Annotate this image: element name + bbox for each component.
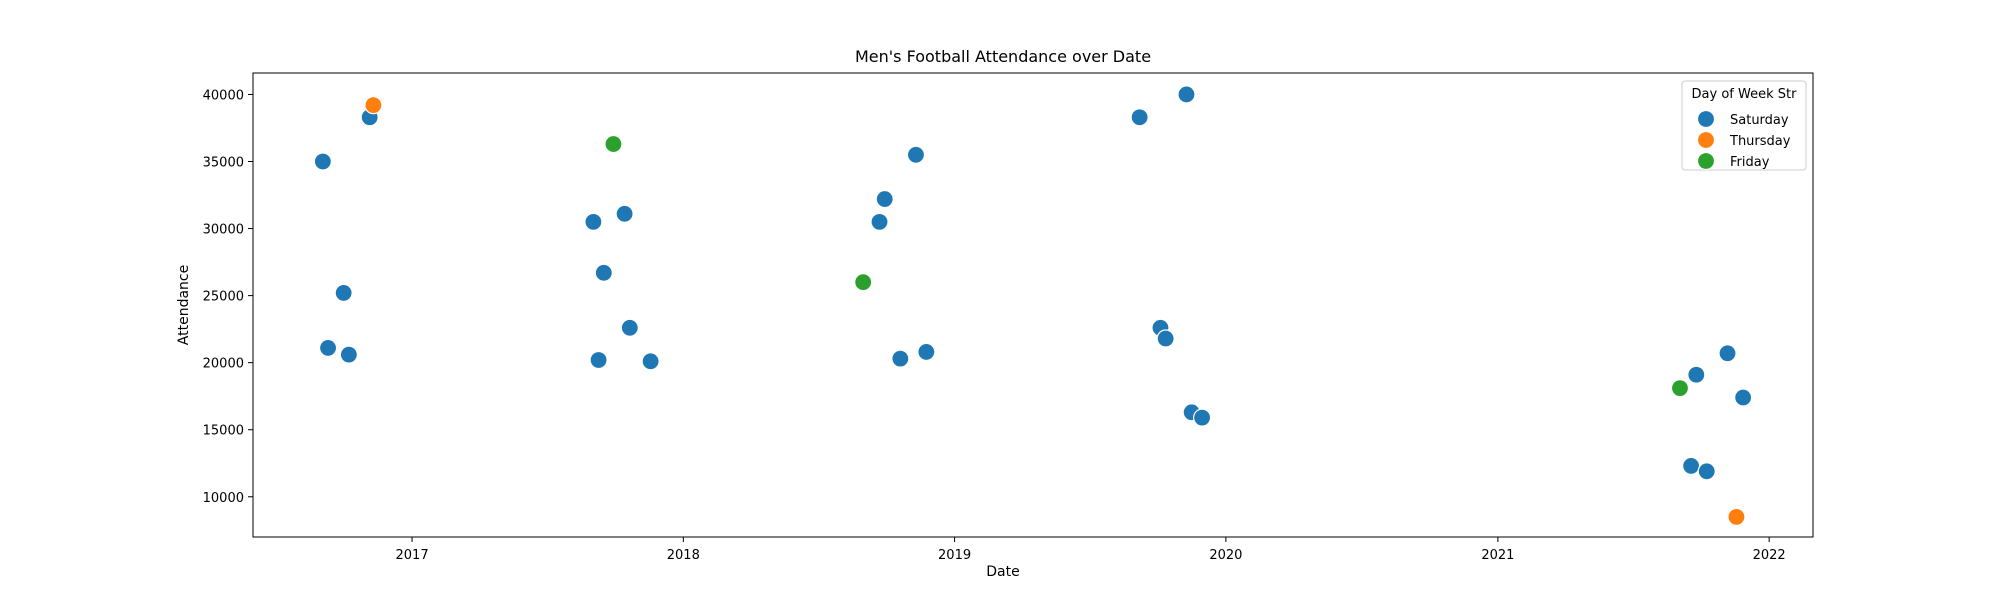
data-point-saturday [615, 204, 634, 223]
legend-marker-thursday [1696, 130, 1716, 150]
plot-frame [252, 72, 1814, 538]
y-tick-label: 25000 [203, 290, 244, 305]
data-point-saturday [334, 283, 353, 303]
data-point-friday [854, 273, 873, 292]
data-point-saturday [584, 212, 603, 231]
x-axis: 2017 2018 2019 2020 2021 2022 [396, 537, 1786, 563]
y-axis: 10000 15000 20000 25000 30000 35000 40000 [203, 88, 253, 506]
data-point-saturday [318, 338, 338, 358]
data-point-saturday [1734, 388, 1753, 407]
data-point-saturday [906, 145, 926, 164]
chart-title: Men's Football Attendance over Date [855, 47, 1151, 66]
data-point-saturday [875, 189, 894, 209]
data-point-saturday [1130, 108, 1149, 127]
legend-label-saturday: Saturday [1730, 113, 1789, 128]
data-point-saturday [620, 318, 639, 337]
x-axis-title: Date [986, 564, 1019, 580]
x-tick-label: 2017 [396, 548, 429, 563]
data-point-saturday [917, 342, 936, 362]
data-point-saturday [1177, 85, 1196, 104]
data-point-saturday [1718, 344, 1737, 363]
data-point-saturday [1687, 365, 1706, 384]
x-tick-label: 2021 [1481, 548, 1514, 563]
x-tick-label: 2020 [1209, 548, 1242, 563]
data-points [313, 85, 1753, 526]
x-tick-label: 2018 [667, 548, 700, 563]
legend-title: Day of Week Str [1692, 87, 1798, 102]
data-point-saturday [589, 350, 608, 370]
legend-items: Saturday Thursday Friday [1696, 109, 1791, 171]
legend-marker-saturday [1696, 109, 1716, 129]
legend: Day of Week Str Saturday Thursday Friday [1681, 80, 1807, 171]
data-point-saturday [1682, 456, 1701, 476]
data-point-saturday [1192, 408, 1212, 427]
y-tick-label: 30000 [203, 223, 244, 238]
data-point-thursday [1727, 507, 1746, 526]
legend-marker-friday [1696, 151, 1716, 171]
legend-box [1681, 80, 1807, 171]
y-axis-title: Attendance [176, 265, 192, 345]
x-tick-label: 2019 [938, 548, 971, 563]
data-point-friday [1670, 379, 1690, 398]
data-point-saturday [1156, 329, 1175, 348]
y-tick-label: 35000 [203, 156, 244, 171]
data-point-saturday [891, 349, 910, 368]
data-point-saturday [641, 352, 660, 371]
data-point-saturday [313, 152, 332, 171]
legend-label-thursday: Thursday [1729, 134, 1791, 149]
y-tick-label: 15000 [203, 424, 244, 439]
y-tick-label: 10000 [203, 491, 244, 506]
plot-area: 2017 2018 2019 2020 2021 2022 10000 15000 20000… [203, 72, 1814, 563]
data-point-saturday [594, 263, 613, 282]
data-point-saturday [339, 345, 358, 364]
legend-label-friday: Friday [1730, 155, 1770, 170]
data-point-thursday [364, 96, 383, 115]
data-point-saturday [870, 212, 889, 231]
x-tick-label: 2022 [1753, 548, 1786, 563]
y-tick-label: 20000 [203, 357, 244, 372]
data-point-friday [604, 134, 623, 154]
y-tick-label: 40000 [203, 88, 244, 103]
data-point-saturday [1697, 462, 1716, 481]
